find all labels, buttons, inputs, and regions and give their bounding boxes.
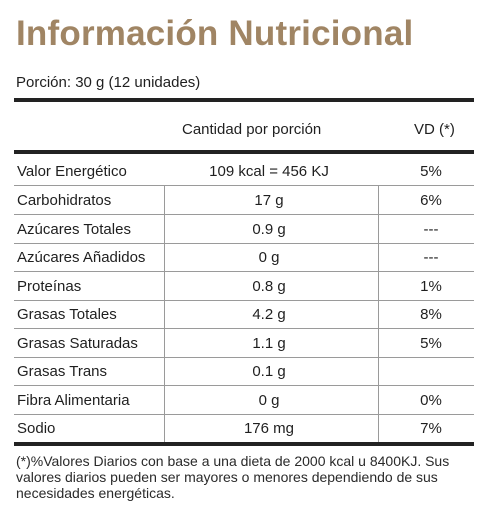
table-row: Proteínas 0.8 g 1% — [14, 272, 474, 300]
nutrient-vd: 8% — [420, 306, 442, 323]
top-divider — [14, 98, 474, 102]
nutrient-amount: 0 g — [258, 249, 280, 266]
table-row: Sodio 176 mg 7% — [14, 414, 474, 442]
footnote: (*)%Valores Diarios con base a una dieta… — [16, 453, 450, 501]
nutrient-amount: 176 mg — [243, 420, 295, 437]
nutrient-name: Azúcares Añadidos — [17, 249, 146, 266]
nutrient-vd: 7% — [420, 420, 442, 437]
row-divider — [14, 328, 474, 329]
table-row: Azúcares Añadidos 0 g --- — [14, 243, 474, 271]
bottom-divider — [14, 442, 474, 446]
serving-size: Porción: 30 g (12 unidades) — [16, 74, 201, 91]
nutrient-vd: 6% — [420, 192, 442, 209]
column-divider — [164, 185, 165, 442]
table-row: Valor Energético 109 kcal = 456 KJ 5% — [14, 157, 474, 185]
table-row: Carbohidratos 17 g 6% — [14, 186, 474, 214]
row-divider — [14, 300, 474, 301]
nutrient-amount: 4.2 g — [252, 306, 286, 323]
nutrient-vd: 0% — [420, 392, 442, 409]
amount-column-header: Cantidad por porción — [182, 121, 322, 138]
vd-column-header: VD (*) — [414, 121, 455, 138]
nutrient-vd: 5% — [420, 163, 442, 180]
nutrient-name: Azúcares Totales — [17, 221, 131, 238]
nutrient-vd: --- — [423, 221, 439, 238]
nutrient-name: Sodio — [17, 420, 56, 437]
row-divider — [14, 243, 474, 244]
nutrient-amount: 0.9 g — [252, 221, 286, 238]
row-divider — [14, 271, 474, 272]
nutrient-amount: 0 g — [258, 392, 280, 409]
nutrient-vd: 5% — [420, 335, 442, 352]
nutrient-name: Grasas Trans — [17, 363, 108, 380]
nutrient-name: Valor Energético — [17, 163, 127, 180]
nutrient-vd: 1% — [420, 278, 442, 295]
nutrient-vd: --- — [423, 249, 439, 266]
column-divider — [378, 185, 379, 442]
nutrient-amount: 109 kcal = 456 KJ — [209, 163, 329, 180]
nutrient-amount: 0.1 g — [252, 363, 286, 380]
header-divider — [14, 150, 474, 154]
nutrient-name: Grasas Totales — [17, 306, 117, 323]
page-title: Información Nutricional — [16, 14, 414, 53]
row-divider — [14, 414, 474, 415]
row-divider — [14, 185, 474, 186]
nutrient-name: Grasas Saturadas — [17, 335, 138, 352]
table-row: Azúcares Totales 0.9 g --- — [14, 215, 474, 243]
table-row: Grasas Trans 0.1 g — [14, 357, 474, 385]
table-row: Fibra Alimentaria 0 g 0% — [14, 386, 474, 414]
nutrient-amount: 0.8 g — [252, 278, 286, 295]
nutrient-name: Proteínas — [17, 278, 82, 295]
nutrient-amount: 17 g — [254, 192, 284, 209]
row-divider — [14, 385, 474, 386]
nutrient-name: Fibra Alimentaria — [17, 392, 130, 409]
row-divider — [14, 357, 474, 358]
table-row: Grasas Saturadas 1.1 g 5% — [14, 329, 474, 357]
nutrient-amount: 1.1 g — [252, 335, 286, 352]
row-divider — [14, 214, 474, 215]
table-row: Grasas Totales 4.2 g 8% — [14, 300, 474, 328]
nutrient-name: Carbohidratos — [17, 192, 112, 209]
